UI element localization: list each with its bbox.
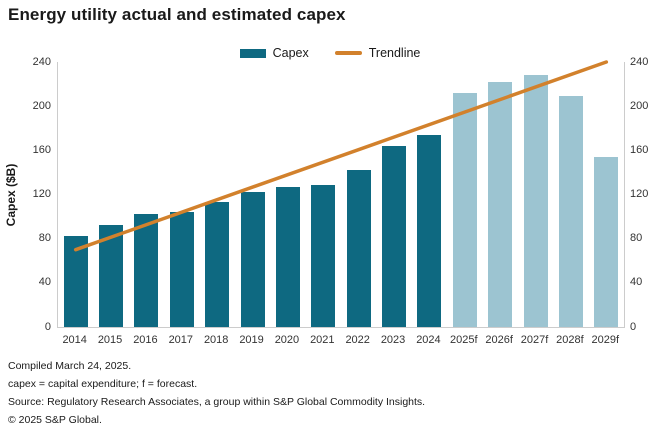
bar-2024: [417, 134, 442, 327]
y-tick-right-200: 200: [630, 99, 649, 112]
y-tick-right-80: 80: [630, 232, 643, 245]
bar-cell-2015: [93, 62, 128, 327]
y-tick-left-160: 160: [32, 143, 51, 156]
bar-cell-2029f: [589, 62, 624, 327]
x-tick-2021: 2021: [310, 334, 335, 346]
trendline-swatch-icon: [334, 51, 362, 55]
y-tick-left-240: 240: [32, 55, 51, 68]
x-tick-2029f: 2029f: [591, 334, 620, 346]
bar-cell-2022: [341, 62, 376, 327]
bar-2025f: [452, 92, 477, 327]
x-tick-2019: 2019: [239, 334, 264, 346]
y-tick-right-240: 240: [630, 55, 649, 68]
trendline: [73, 60, 609, 252]
bar-2027f: [523, 75, 548, 327]
x-tick-2017: 2017: [168, 334, 194, 346]
bar-cell-2021: [306, 62, 341, 327]
x-tick-2027f: 2027f: [520, 334, 549, 346]
footnotes: Compiled March 24, 2025. capex = capital …: [8, 357, 648, 429]
x-tick-2018: 2018: [203, 334, 229, 346]
bar-series: [58, 62, 624, 327]
bar-cell-2027f: [518, 62, 553, 327]
bar-2022: [346, 170, 371, 327]
y-tick-right-0: 0: [630, 320, 637, 333]
bar-2019: [240, 192, 265, 327]
y-tick-left-0: 0: [44, 320, 51, 333]
x-tick-2024: 2024: [416, 334, 441, 346]
x-tick-2014: 2014: [62, 334, 87, 346]
legend-capex-label: Capex: [272, 46, 309, 60]
x-tick-2026f: 2026f: [485, 334, 513, 346]
bar-2020: [275, 186, 300, 327]
legend: Capex Trendline: [0, 46, 660, 60]
x-tick-2016: 2016: [133, 334, 158, 346]
x-tick-2028f: 2028f: [556, 334, 584, 346]
footnote-line-2: capex = capital expenditure; f = forecas…: [8, 378, 198, 390]
footnote-line-1: Compiled March 24, 2025.: [8, 360, 132, 372]
legend-trendline-label: Trendline: [368, 46, 421, 60]
x-axis-ticks: 2014 2015 2016 2017 2018 2019 2020 2021 2022 2023…: [57, 334, 623, 346]
bar-2026f: [488, 81, 513, 327]
bar-2014: [63, 236, 88, 327]
bar-cell-2019: [235, 62, 270, 327]
x-tick-2023: 2023: [380, 334, 406, 346]
bar-cell-2018: [200, 62, 235, 327]
bar-cell-2016: [129, 62, 164, 327]
bar-cell-2026f: [483, 62, 518, 327]
x-tick-2020: 2020: [274, 334, 300, 346]
y-tick-left-200: 200: [32, 99, 51, 112]
bar-2018: [205, 202, 230, 327]
bar-2021: [311, 184, 336, 327]
x-tick-2025f: 2025f: [450, 334, 478, 346]
y-tick-left-80: 80: [38, 232, 51, 245]
chart-title: Energy utility actual and estimated cape…: [8, 5, 346, 24]
legend-item-trendline: Trendline: [334, 46, 421, 60]
legend-item-capex: Capex: [239, 46, 309, 60]
y-tick-left-40: 40: [38, 276, 51, 289]
bar-cell-2028f: [553, 62, 588, 327]
y-tick-right-40: 40: [630, 276, 643, 289]
y-tick-right-160: 160: [630, 143, 649, 156]
footnote-line-4: © 2025 S&P Global.: [8, 414, 102, 426]
bar-2015: [99, 225, 124, 327]
x-tick-2015: 2015: [97, 334, 123, 346]
y-tick-right-120: 120: [630, 188, 649, 200]
bar-2017: [169, 212, 194, 327]
bar-cell-2014: [58, 62, 93, 327]
bar-cell-2024: [412, 62, 447, 327]
bar-2016: [134, 214, 159, 327]
bar-cell-2025f: [447, 62, 482, 327]
bar-2028f: [558, 96, 583, 327]
bar-cell-2020: [270, 62, 305, 327]
bar-2029f: [594, 156, 619, 327]
bar-2023: [382, 145, 407, 327]
y-tick-left-120: 120: [32, 188, 51, 200]
x-tick-2022: 2022: [345, 334, 370, 346]
bar-cell-2017: [164, 62, 199, 327]
bar-cell-2023: [376, 62, 411, 327]
capex-swatch-icon: [239, 48, 266, 58]
plot-area: [57, 60, 625, 328]
footnote-line-3: Source: Regulatory Research Associates, …: [8, 396, 426, 408]
